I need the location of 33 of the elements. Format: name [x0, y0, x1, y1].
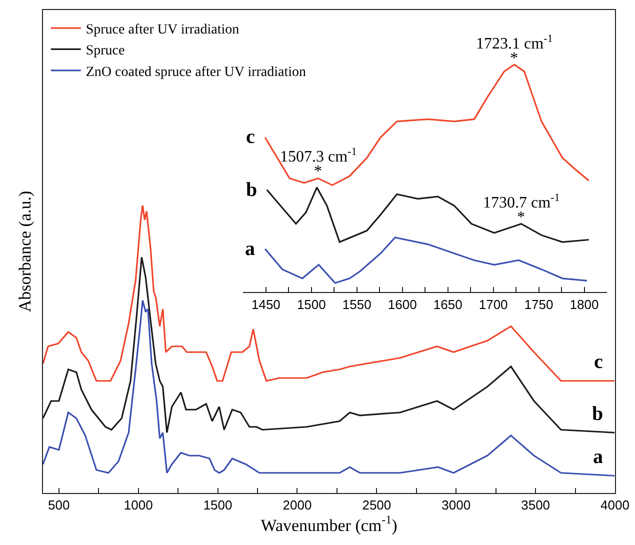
x-tick-label: 1450: [251, 296, 280, 312]
x-tick-label: 1700: [478, 296, 508, 312]
annotation: 1730.7 cm$^{-1}$: [483, 192, 560, 212]
annotation: 1507.3 cm$^{-1}$: [280, 146, 357, 166]
x-tick-label: 1500: [296, 296, 326, 312]
annotation: *: [314, 163, 322, 180]
legend-label: ZnO coated spruce after UV irradiation: [86, 64, 306, 80]
y-axis-title: Absorbance (a.u.): [15, 190, 34, 312]
x-tick-label: 4000: [600, 498, 630, 513]
x-tick-label: 2000: [282, 498, 312, 513]
x-tick-label: 1800: [570, 296, 599, 312]
x-tick-label: 3500: [521, 498, 550, 513]
x-tick-label: 2500: [362, 498, 392, 513]
annotation: b: [246, 179, 258, 201]
legend-label: Spruce after UV irradiation: [86, 22, 240, 38]
x-tick-label: 1500: [203, 498, 232, 513]
x-tick-label: 1750: [524, 296, 554, 312]
annotation: 1723.1 cm$^{-1}$: [476, 33, 553, 53]
x-tick-label: 3000: [442, 498, 471, 513]
x-tick-label: 500: [48, 498, 70, 513]
x-tick-label: 1000: [124, 498, 153, 513]
x-tick-label: 1650: [433, 296, 462, 312]
x-axis-title: Wavenumber (cm$^{-1}$): [260, 512, 398, 535]
legend-label: Spruce: [86, 44, 125, 59]
x-tick-label: 1550: [342, 296, 372, 312]
x-tick-label: 1600: [388, 296, 417, 312]
annotation: b: [592, 403, 604, 425]
annotation: *: [517, 209, 525, 226]
annotation: c: [246, 126, 255, 148]
annotation: *: [510, 50, 518, 67]
annotation: a: [245, 238, 255, 260]
annotation: c: [594, 351, 603, 373]
annotation: a: [593, 446, 603, 468]
